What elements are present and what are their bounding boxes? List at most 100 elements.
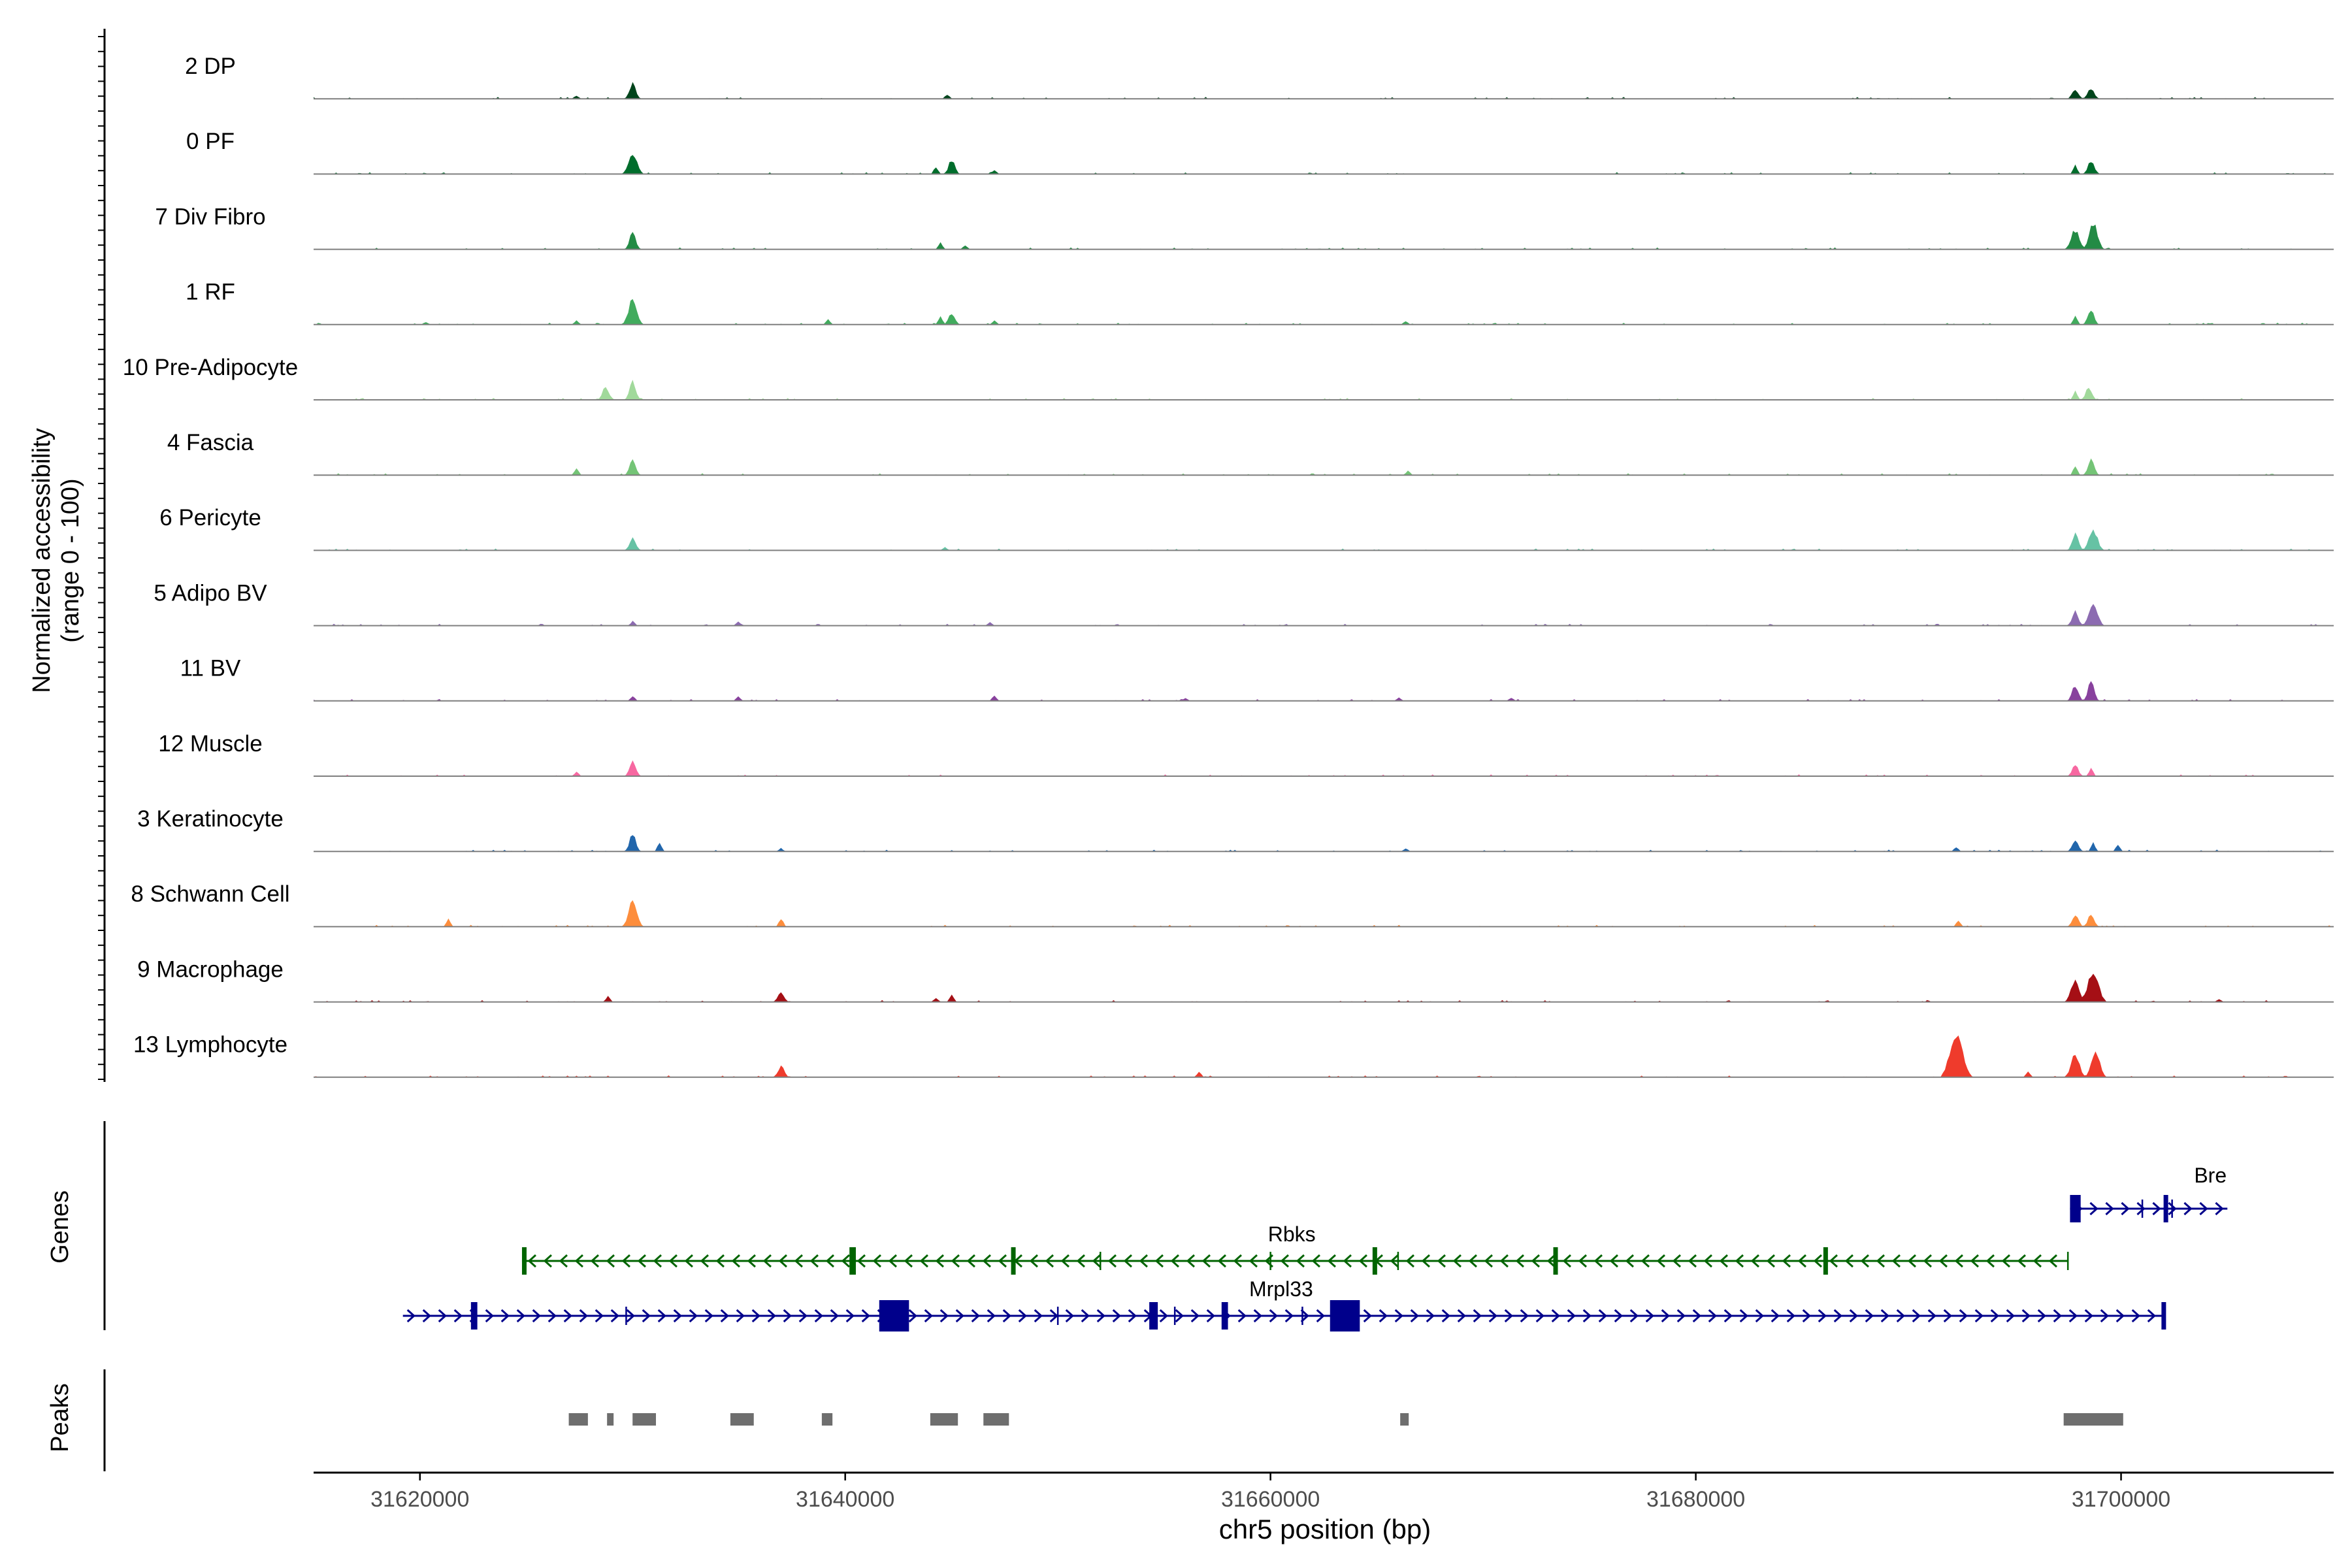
strand-chevron: [1755, 1309, 1764, 1323]
track-label: 2 DP: [185, 54, 236, 79]
gene-exon: [849, 1247, 856, 1275]
strand-chevron: [1703, 1254, 1712, 1268]
strand-chevron: [2033, 1254, 2042, 1268]
track-7-div-fibro: 7 Div Fibro: [155, 204, 2334, 250]
strand-chevron: [1128, 1309, 1137, 1323]
strand-chevron: [547, 1309, 557, 1323]
strand-chevron: [2006, 1309, 2015, 1323]
strand-chevron: [1253, 1309, 1262, 1323]
strand-chevron: [1468, 1254, 1477, 1268]
track-label: 9 Macrophage: [137, 956, 284, 982]
strand-chevron: [1284, 1309, 1294, 1323]
coverage-tracks: 2 DP 0 PF 7 Div Fibro 1 RF 10 Pre-Adipocyte 4…: [123, 54, 2334, 1078]
strand-chevron: [621, 1254, 630, 1268]
strand-chevron: [657, 1309, 666, 1323]
strand-chevron: [1081, 1309, 1090, 1323]
peak-region: [568, 1413, 588, 1426]
gene-exon: [1372, 1247, 1377, 1275]
strand-chevron: [1938, 1254, 1948, 1268]
strand-chevron: [2131, 1309, 2140, 1323]
strand-chevron: [1123, 1254, 1132, 1268]
strand-chevron: [1813, 1254, 1822, 1268]
strand-chevron: [1771, 1309, 1780, 1323]
strand-chevron: [2053, 1309, 2062, 1323]
peak-region: [730, 1413, 754, 1426]
strand-chevron: [1782, 1254, 1791, 1268]
gene-bre: Bre: [2070, 1164, 2228, 1222]
gene-exon: [2163, 1195, 2168, 1222]
strand-chevron: [1065, 1309, 1074, 1323]
strand-chevron: [1452, 1254, 1462, 1268]
strand-chevron: [1139, 1254, 1148, 1268]
strand-chevron: [1390, 1254, 1399, 1268]
strand-chevron: [1990, 1309, 1999, 1323]
strand-chevron: [1833, 1309, 1842, 1323]
gene-label: Rbks: [1268, 1222, 1316, 1246]
strand-chevron: [1280, 1254, 1289, 1268]
peak-region: [607, 1413, 614, 1426]
strand-chevron: [1688, 1254, 1697, 1268]
strand-chevron: [1959, 1309, 1968, 1323]
track-label: 5 Adipo BV: [154, 580, 267, 606]
strand-chevron: [861, 1309, 870, 1323]
track-label: 7 Div Fibro: [155, 204, 265, 229]
coverage-area: [314, 760, 2334, 776]
strand-chevron: [1546, 1254, 1556, 1268]
strand-chevron: [747, 1254, 756, 1268]
strand-chevron: [1860, 1254, 1869, 1268]
y-axis-title-line2: (range 0 - 100): [57, 478, 84, 642]
strand-chevron: [1645, 1309, 1654, 1323]
strand-chevron: [1300, 1309, 1309, 1323]
strand-chevron: [485, 1309, 494, 1323]
track-4-fascia: 4 Fascia: [167, 430, 2334, 476]
strand-chevron: [731, 1254, 740, 1268]
strand-chevron: [1394, 1309, 1403, 1323]
strand-chevron: [595, 1309, 604, 1323]
strand-chevron: [1750, 1254, 1759, 1268]
strand-chevron: [532, 1309, 541, 1323]
strand-chevron: [637, 1254, 646, 1268]
strand-chevron: [830, 1309, 839, 1323]
gene-exon: [2161, 1302, 2166, 1330]
strand-chevron: [1107, 1254, 1117, 1268]
strand-chevron: [2017, 1254, 2026, 1268]
strand-chevron: [1405, 1254, 1414, 1268]
strand-chevron: [1499, 1254, 1509, 1268]
coverage-area: [314, 604, 2334, 626]
strand-chevron: [2183, 1201, 2193, 1216]
track-label: 4 Fascia: [167, 430, 254, 455]
coverage-area: [314, 529, 2334, 551]
gene-exon: [470, 1302, 478, 1330]
strand-chevron: [1582, 1309, 1592, 1323]
coverage-area: [314, 380, 2334, 400]
strand-chevron: [1786, 1309, 1795, 1323]
coverage-area: [314, 900, 2334, 927]
strand-chevron: [2136, 1201, 2146, 1216]
strand-chevron: [2089, 1201, 2099, 1216]
strand-chevron: [606, 1254, 615, 1268]
strand-chevron: [1096, 1309, 1105, 1323]
strand-chevron: [1625, 1254, 1634, 1268]
strand-chevron: [1457, 1309, 1466, 1323]
strand-chevron: [1206, 1309, 1215, 1323]
strand-chevron: [1535, 1309, 1544, 1323]
strand-chevron: [1797, 1254, 1806, 1268]
gene-exon: [2070, 1195, 2081, 1222]
strand-chevron: [1562, 1254, 1571, 1268]
track-1-rf: 1 RF: [186, 280, 2334, 325]
strand-chevron: [626, 1309, 635, 1323]
strand-chevron: [720, 1309, 729, 1323]
gene-exon: [1330, 1300, 1360, 1331]
strand-chevron: [2001, 1254, 2010, 1268]
strand-chevron: [798, 1309, 808, 1323]
track-0-pf: 0 PF: [186, 129, 2334, 175]
strand-chevron: [1217, 1254, 1226, 1268]
strand-chevron: [2152, 1201, 2161, 1216]
strand-chevron: [841, 1254, 850, 1268]
strand-chevron: [2168, 1201, 2177, 1216]
track-13-lymphocyte: 13 Lymphocyte: [133, 1032, 2334, 1078]
coverage-area: [314, 835, 2334, 852]
track-3-keratinocyte: 3 Keratinocyte: [137, 806, 2334, 853]
strand-chevron: [783, 1309, 792, 1323]
